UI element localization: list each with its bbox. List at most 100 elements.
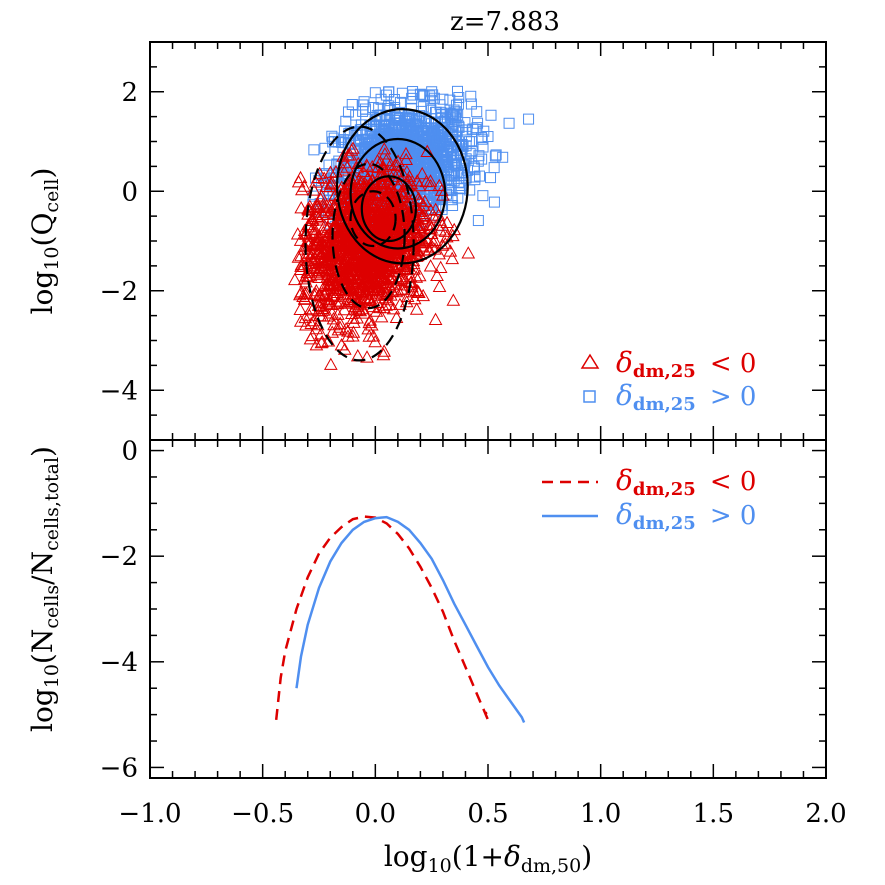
point-triangle (355, 212, 370, 226)
label-part: (1+ (452, 840, 504, 873)
point-triangle (339, 252, 353, 266)
point-triangle (388, 277, 403, 290)
point-triangle (395, 262, 409, 275)
point-triangle (335, 260, 350, 273)
label-part: 10 (428, 855, 452, 877)
point-triangle (293, 170, 308, 184)
contours (304, 108, 469, 362)
point-triangle (420, 144, 435, 157)
point-triangle (433, 223, 447, 236)
point-triangle (393, 270, 407, 283)
point-triangle (375, 272, 390, 286)
point-triangle (293, 233, 308, 246)
point-square (450, 159, 462, 171)
label-part: log (26, 688, 59, 732)
point-triangle (410, 204, 425, 218)
point-triangle (314, 247, 328, 260)
point-triangle (322, 238, 337, 251)
point-triangle (305, 222, 320, 235)
point-triangle (368, 334, 383, 348)
point-square (358, 96, 370, 108)
point-triangle (407, 225, 422, 238)
point-triangle (317, 171, 332, 184)
point-square (346, 99, 358, 111)
point-triangle (293, 287, 307, 301)
plot-frame (149, 41, 827, 441)
legend-label: δdm,25 < 0 (616, 346, 756, 382)
point-triangle (325, 246, 339, 259)
point-square (425, 167, 437, 179)
point-square (434, 160, 446, 172)
point-triangle (351, 156, 366, 170)
point-triangle (339, 221, 353, 234)
point-square (471, 106, 483, 118)
point-triangle (323, 357, 338, 370)
point-triangle (397, 271, 412, 285)
point-square (357, 99, 369, 111)
point-triangle (416, 233, 430, 246)
point-square (453, 92, 465, 104)
point-square (441, 162, 453, 174)
point-triangle (373, 167, 388, 181)
legend-text-part: δ (616, 464, 633, 497)
point-triangle (376, 182, 391, 195)
x-tick-label: 0.5 (467, 799, 508, 829)
point-triangle (365, 283, 380, 296)
point-triangle (393, 218, 408, 231)
point-triangle (347, 172, 361, 185)
point-triangle (304, 316, 319, 329)
point-square (460, 130, 472, 142)
point-triangle (297, 291, 312, 305)
point-square (437, 93, 449, 105)
point-triangle (412, 220, 427, 234)
point-triangle (411, 191, 426, 204)
point-triangle (349, 303, 364, 316)
point-triangle (375, 226, 389, 240)
label-part: log (384, 840, 428, 873)
point-triangle (383, 217, 398, 230)
point-triangle (305, 328, 320, 342)
point-triangle (382, 297, 397, 311)
x-tick-label: −0.5 (231, 799, 294, 829)
point-square (368, 132, 380, 144)
point-triangle (325, 289, 339, 302)
legend-text-part: δ (616, 346, 633, 379)
point-square (453, 121, 465, 133)
point-triangle (365, 195, 380, 209)
legend-square-icon (583, 390, 596, 403)
point-square (369, 87, 381, 99)
point-triangle (366, 293, 381, 307)
point-triangle (346, 264, 361, 278)
point-triangle (340, 160, 354, 173)
point-triangle (343, 277, 357, 291)
point-triangle (367, 214, 382, 227)
point-triangle (302, 202, 317, 216)
point-triangle (387, 166, 401, 179)
x-tick-label: 0.0 (355, 799, 396, 829)
label-part: (Q (26, 213, 59, 247)
point-triangle (333, 246, 348, 259)
point-triangle (361, 196, 376, 210)
point-triangle (383, 288, 398, 301)
point-square (452, 98, 464, 110)
contour-dashed (349, 190, 397, 248)
point-triangle (423, 178, 438, 192)
point-triangle (325, 306, 339, 319)
point-triangle (336, 149, 351, 162)
point-square (477, 190, 489, 202)
point-triangle (327, 317, 341, 331)
point-triangle (438, 236, 453, 250)
point-triangle (379, 285, 393, 298)
point-triangle (343, 148, 358, 161)
point-square (411, 127, 423, 139)
label-part: log (26, 271, 59, 315)
contour-dashed (331, 162, 406, 310)
point-triangle (369, 263, 384, 276)
point-triangle (327, 222, 342, 235)
point-triangle (350, 161, 365, 174)
point-square (413, 112, 425, 124)
point-square (396, 87, 408, 99)
point-triangle (342, 238, 356, 251)
label-part: (N (26, 629, 59, 664)
point-square (457, 159, 469, 171)
